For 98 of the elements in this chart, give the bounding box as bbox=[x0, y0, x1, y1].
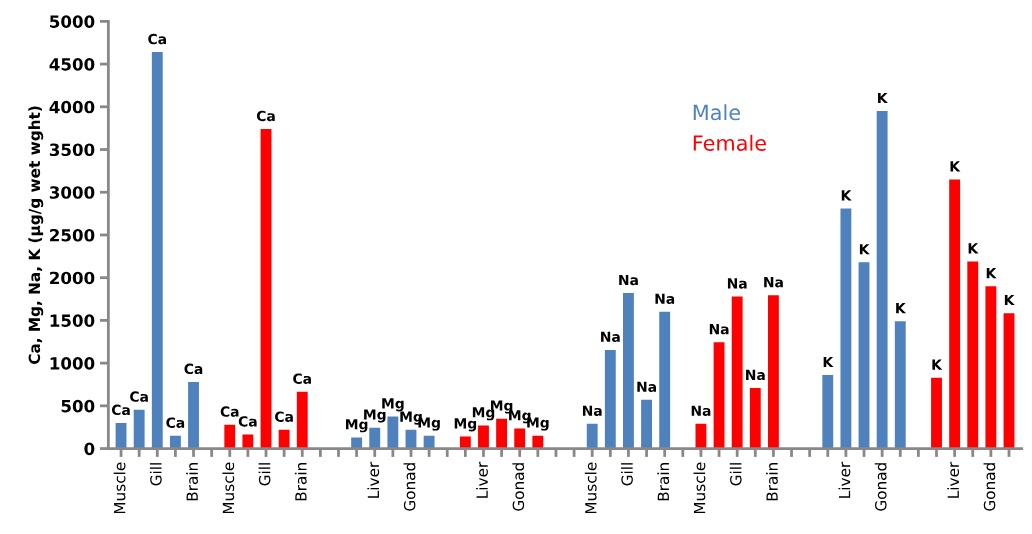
bar bbox=[260, 129, 272, 449]
bar bbox=[387, 416, 399, 449]
bar bbox=[949, 179, 961, 449]
bar bbox=[278, 429, 290, 449]
y-tick-label: 3500 bbox=[49, 143, 95, 157]
x-tick-label: Brain bbox=[766, 463, 778, 501]
data-label: Na bbox=[601, 331, 620, 343]
bar bbox=[659, 311, 671, 449]
bar bbox=[840, 208, 852, 449]
x-tick-label: Brain bbox=[186, 463, 198, 501]
bar bbox=[967, 261, 979, 449]
x-tick-label: Gonad bbox=[512, 463, 525, 511]
data-label: K bbox=[823, 356, 834, 368]
data-label: Ca bbox=[184, 363, 203, 375]
data-label: Ca bbox=[256, 110, 275, 122]
bar bbox=[296, 391, 308, 449]
bar bbox=[713, 342, 725, 449]
bar bbox=[1003, 313, 1015, 449]
bar bbox=[876, 111, 888, 449]
data-label: K bbox=[1004, 295, 1015, 306]
bar bbox=[858, 262, 870, 449]
bar bbox=[351, 437, 363, 449]
data-label: Ca bbox=[111, 404, 130, 416]
data-label: Ca bbox=[130, 391, 148, 402]
x-tick-label: Liver bbox=[367, 461, 380, 498]
data-label: K bbox=[878, 92, 888, 104]
bar bbox=[242, 434, 254, 449]
bar bbox=[478, 425, 489, 449]
x-tick-label: Gonad bbox=[983, 463, 996, 511]
bar bbox=[604, 349, 616, 449]
y-tick-label: 1000 bbox=[50, 357, 95, 370]
data-label: K bbox=[859, 244, 870, 255]
x-tick-label: Gill bbox=[149, 463, 162, 486]
x-tick-label: Muscle bbox=[222, 462, 235, 514]
x-tick-label: Gonad bbox=[403, 463, 416, 511]
data-label: K bbox=[950, 161, 961, 172]
bar bbox=[931, 377, 942, 449]
bar bbox=[731, 296, 743, 449]
data-label: Na bbox=[746, 369, 765, 381]
data-label: Na bbox=[727, 278, 747, 289]
bar bbox=[369, 427, 381, 449]
x-tick-label: Muscle bbox=[584, 462, 597, 514]
x-tick-label: Liver bbox=[947, 461, 960, 498]
x-tick-label: Liver bbox=[476, 461, 488, 498]
x-tick-label: Gill bbox=[729, 463, 742, 486]
bar bbox=[641, 399, 652, 449]
data-label: Na bbox=[764, 277, 783, 288]
bar bbox=[133, 409, 145, 449]
y-axis-title: Ca, Mg, Na, K (µg/g wet wght) bbox=[28, 106, 44, 364]
x-tick-label: Muscle bbox=[693, 462, 706, 514]
bar bbox=[586, 423, 598, 449]
x-tick-label: Muscle bbox=[113, 462, 126, 514]
bar bbox=[514, 428, 526, 449]
x-tick-label: Brain bbox=[657, 463, 670, 501]
x-tick-label: Gill bbox=[621, 463, 633, 486]
y-tick-label: 4000 bbox=[49, 100, 95, 114]
data-label: K bbox=[968, 243, 979, 254]
data-label: Na bbox=[691, 405, 711, 416]
x-tick-label: Gonad bbox=[874, 463, 887, 511]
data-label: Na bbox=[709, 324, 729, 335]
y-tick-label: 3000 bbox=[49, 186, 95, 199]
y-tick-label: 2500 bbox=[50, 228, 95, 242]
data-label: K bbox=[986, 268, 997, 279]
data-label: K bbox=[932, 359, 943, 370]
bar bbox=[151, 52, 163, 449]
data-label: Na bbox=[637, 381, 656, 393]
data-label: Na bbox=[619, 274, 638, 286]
y-tick-label: 4500 bbox=[49, 58, 95, 71]
data-label: Ca bbox=[166, 417, 185, 428]
bar bbox=[985, 286, 997, 449]
y-tick-label: 2000 bbox=[50, 271, 95, 285]
bar bbox=[894, 321, 906, 449]
y-tick-label: 1500 bbox=[50, 314, 95, 327]
y-tick-label: 500 bbox=[61, 399, 95, 413]
y-tick-label: 0 bbox=[84, 442, 95, 456]
data-label: Ca bbox=[148, 33, 166, 45]
data-label: K bbox=[896, 303, 907, 314]
bar bbox=[224, 424, 236, 449]
bar bbox=[695, 423, 707, 449]
data-label: Na bbox=[655, 293, 675, 305]
bar bbox=[749, 387, 761, 449]
data-label: Ca bbox=[220, 406, 239, 417]
x-tick-label: Gill bbox=[258, 463, 271, 486]
data-label: Ca bbox=[293, 373, 311, 384]
bar bbox=[496, 418, 508, 449]
x-tick-label: Brain bbox=[294, 463, 307, 501]
text: Male bbox=[693, 104, 740, 121]
bar bbox=[767, 295, 779, 449]
data-label: K bbox=[841, 190, 852, 201]
bar bbox=[822, 375, 834, 449]
text: Female bbox=[693, 134, 766, 151]
data-label: Na bbox=[582, 405, 602, 416]
bar bbox=[188, 381, 199, 449]
x-tick-label: Liver bbox=[838, 461, 851, 498]
bar bbox=[623, 293, 634, 449]
data-label: Ca bbox=[275, 411, 293, 422]
y-tick-label: 5000 bbox=[50, 15, 95, 28]
data-label: Ca bbox=[238, 416, 257, 427]
